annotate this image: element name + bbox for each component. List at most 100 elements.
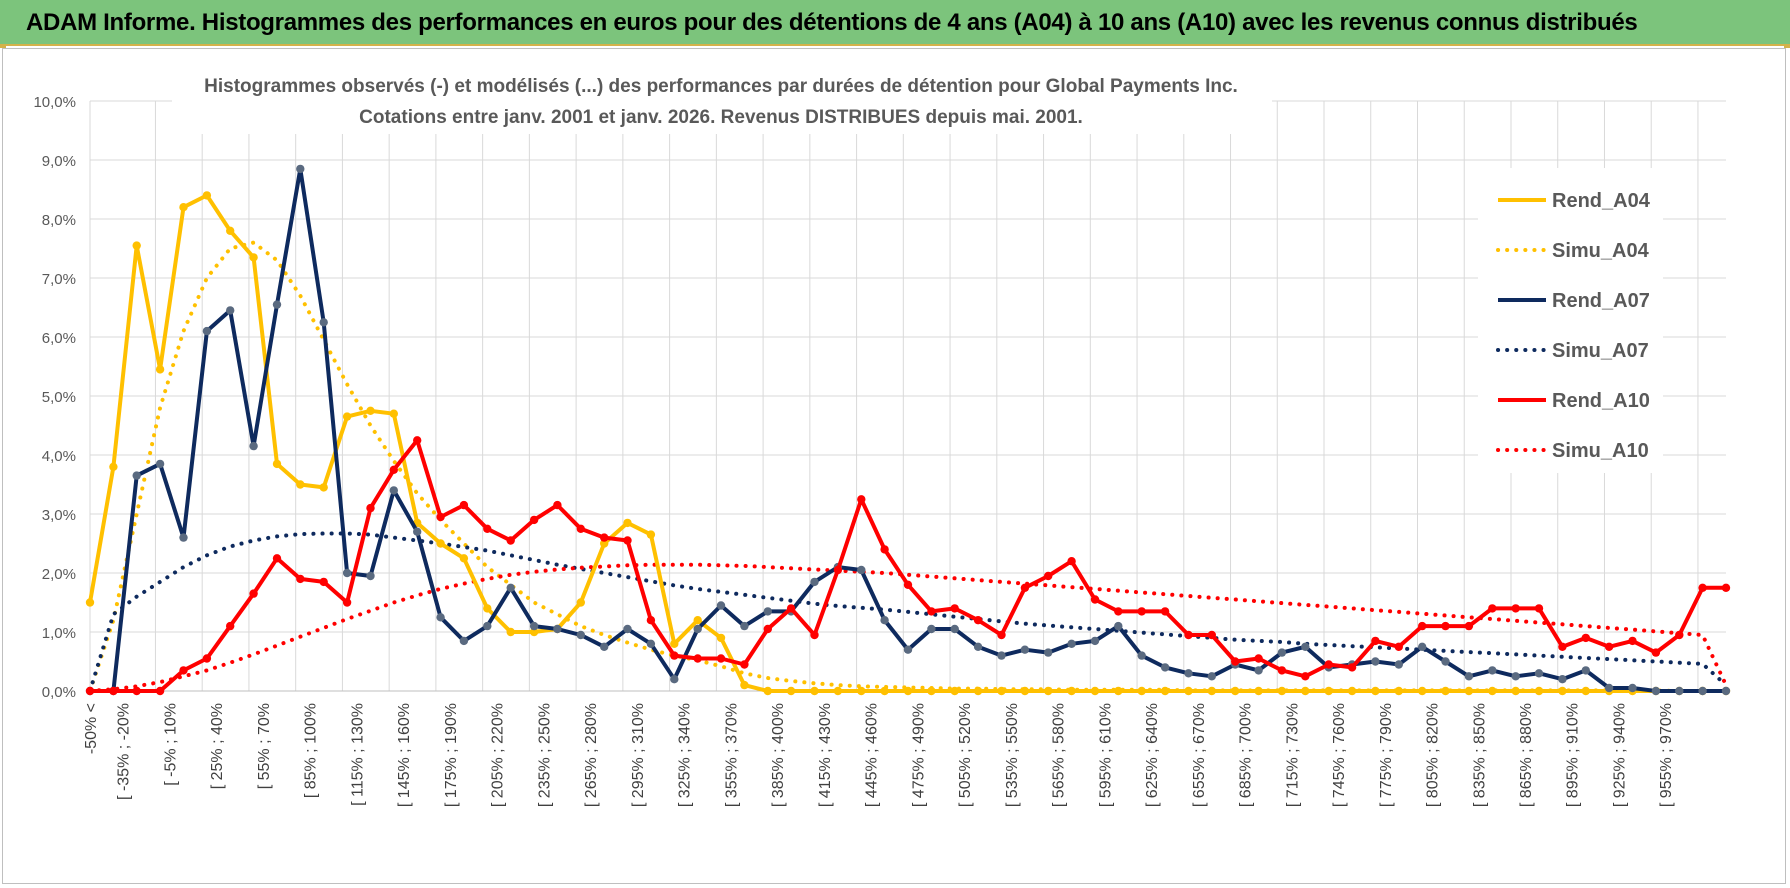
data-point-rend-a04 xyxy=(1511,686,1520,696)
data-point-rend-a10 xyxy=(155,686,165,696)
data-point-rend-a07 xyxy=(576,630,585,640)
data-point-rend-a10 xyxy=(1721,583,1731,592)
data-point-rend-a07 xyxy=(950,624,959,634)
data-point-rend-a10 xyxy=(1464,621,1474,631)
data-point-rend-a04 xyxy=(1231,686,1240,696)
data-point-rend-a04 xyxy=(1464,686,1474,696)
data-point-rend-a07 xyxy=(1184,669,1193,678)
data-point-rend-a04 xyxy=(623,518,632,528)
chart-title-background xyxy=(172,66,1272,134)
data-point-rend-a04 xyxy=(483,604,492,613)
x-tick-label: [ 415% ; 430% xyxy=(817,703,834,807)
data-point-rend-a07 xyxy=(810,577,819,587)
data-point-rend-a04 xyxy=(155,365,165,374)
legend-label-rend-a07: Rend_A07 xyxy=(1552,290,1650,312)
data-point-rend-a07 xyxy=(693,624,702,634)
x-tick-label: [ 445% ; 460% xyxy=(864,703,881,807)
data-point-rend-a07 xyxy=(903,645,913,654)
data-point-rend-a04 xyxy=(272,459,282,469)
data-point-rend-a10 xyxy=(693,654,702,663)
data-point-rend-a07 xyxy=(1675,686,1684,696)
x-tick-label: [ 895% ; 910% xyxy=(1565,703,1582,807)
data-point-rend-a04 xyxy=(810,686,819,696)
data-point-rend-a10 xyxy=(1207,630,1217,640)
data-point-rend-a07 xyxy=(670,675,679,684)
data-point-rend-a04 xyxy=(857,686,866,696)
series-layer xyxy=(85,164,1731,696)
data-point-rend-a10 xyxy=(1534,604,1544,613)
data-point-rend-a04 xyxy=(1394,686,1404,696)
x-tick-label: [ 475% ; 490% xyxy=(910,703,927,807)
y-tick-label: 9,0% xyxy=(42,153,76,170)
data-point-rend-a10 xyxy=(436,512,445,522)
x-tick-label: [ 235% ; 250% xyxy=(536,703,553,807)
data-point-rend-a07 xyxy=(1721,686,1731,696)
data-point-rend-a04 xyxy=(179,203,188,212)
data-point-rend-a04 xyxy=(1301,686,1310,696)
data-point-rend-a10 xyxy=(1628,636,1637,646)
data-point-rend-a10 xyxy=(366,503,375,513)
data-point-rend-a10 xyxy=(1067,557,1076,566)
data-point-rend-a04 xyxy=(226,226,235,235)
data-point-rend-a04 xyxy=(1324,686,1333,696)
y-tick-label: 1,0% xyxy=(42,625,76,642)
data-point-rend-a10 xyxy=(1511,604,1520,613)
data-point-rend-a10 xyxy=(646,616,656,625)
data-point-rend-a10 xyxy=(1675,630,1684,640)
data-point-rend-a07 xyxy=(1254,666,1263,675)
data-point-rend-a10 xyxy=(1651,648,1661,657)
data-point-rend-a07 xyxy=(1020,645,1030,654)
data-point-rend-a10 xyxy=(763,624,772,634)
data-point-rend-a10 xyxy=(1698,583,1707,592)
data-point-rend-a04 xyxy=(1418,686,1427,696)
data-point-rend-a10 xyxy=(1114,607,1123,616)
data-point-rend-a04 xyxy=(1347,686,1357,696)
data-point-rend-a04 xyxy=(950,686,959,696)
data-point-rend-a10 xyxy=(1324,660,1333,669)
data-point-rend-a10 xyxy=(1418,621,1427,631)
data-point-rend-a07 xyxy=(1604,683,1614,693)
data-point-rend-a04 xyxy=(786,686,796,696)
y-tick-label: 5,0% xyxy=(42,389,76,406)
data-point-rend-a10 xyxy=(272,554,282,563)
data-point-rend-a07 xyxy=(763,607,772,616)
data-point-rend-a07 xyxy=(1418,642,1427,651)
data-point-rend-a04 xyxy=(436,539,445,548)
data-point-rend-a10 xyxy=(1558,642,1567,651)
data-point-rend-a10 xyxy=(997,630,1006,640)
data-point-rend-a07 xyxy=(1534,669,1544,678)
x-tick-label: [ -35% ; -20% xyxy=(116,703,133,800)
chart-title-line-2: Cotations entre janv. 2001 et janv. 2026… xyxy=(359,107,1083,128)
legend-label-simu-a04: Simu_A04 xyxy=(1552,240,1650,262)
data-point-rend-a10 xyxy=(1044,571,1053,581)
data-point-rend-a04 xyxy=(1020,686,1030,696)
data-point-rend-a07 xyxy=(155,459,165,469)
data-point-rend-a10 xyxy=(880,545,889,554)
data-point-rend-a07 xyxy=(202,326,212,336)
data-point-rend-a10 xyxy=(600,533,609,542)
data-point-rend-a10 xyxy=(623,536,632,545)
x-tick-label: [ 325% ; 340% xyxy=(677,703,694,807)
data-point-rend-a07 xyxy=(296,164,305,174)
x-tick-label: [ 265% ; 280% xyxy=(583,703,600,807)
data-point-rend-a07 xyxy=(553,624,562,634)
data-point-rend-a04 xyxy=(506,627,515,637)
x-tick-label: [ 865% ; 880% xyxy=(1518,703,1535,807)
x-tick-label: [ 535% ; 550% xyxy=(1004,703,1021,807)
data-point-rend-a07 xyxy=(973,642,983,651)
data-point-rend-a04 xyxy=(1581,686,1591,696)
legend-label-simu-a07: Simu_A07 xyxy=(1552,340,1649,362)
y-tick-label: 7,0% xyxy=(42,271,76,288)
data-point-rend-a07 xyxy=(319,318,328,327)
x-tick-label: [ 745% ; 760% xyxy=(1331,703,1348,807)
data-point-rend-a04 xyxy=(1044,686,1053,696)
data-point-rend-a04 xyxy=(1488,686,1497,696)
data-point-rend-a07 xyxy=(1558,675,1567,684)
data-point-rend-a10 xyxy=(716,654,726,663)
data-point-rend-a04 xyxy=(880,686,889,696)
data-point-rend-a04 xyxy=(833,686,843,696)
x-tick-label: [ 205% ; 220% xyxy=(490,703,507,807)
data-point-rend-a07 xyxy=(1137,651,1146,660)
data-point-rend-a10 xyxy=(1488,604,1497,613)
data-point-rend-a10 xyxy=(1184,630,1193,640)
